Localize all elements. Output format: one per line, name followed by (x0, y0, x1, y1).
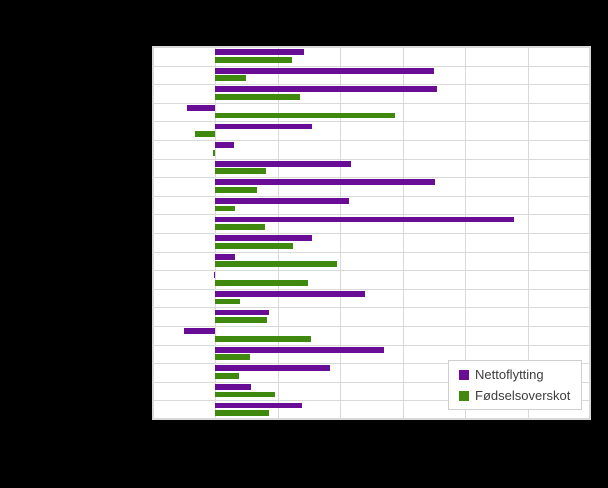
bar-fødselsoverskot-row-14 (215, 298, 241, 305)
bar-nettoflytting-row-8 (215, 179, 436, 186)
bar-fødselsoverskot-row-9 (215, 205, 236, 212)
bar-nettoflytting-row-7 (215, 160, 351, 167)
horizontal-gridline (153, 195, 590, 197)
bar-nettoflytting-row-12 (215, 253, 236, 260)
bar-fødselsoverskot-row-12 (215, 261, 337, 268)
bar-fødselsoverskot-row-3 (215, 93, 300, 100)
horizontal-gridline (153, 344, 590, 346)
bar-nettoflytting-row-16 (183, 328, 216, 334)
horizontal-gridline (153, 47, 590, 48)
bar-fødselsoverskot-row-1 (215, 56, 292, 63)
legend-label-nettoflytting: Nettoflytting (475, 367, 544, 382)
bar-nettoflytting-row-5 (215, 123, 313, 130)
bar-fødselsoverskot-row-11 (215, 242, 294, 249)
bar-fødselsoverskot-row-18 (215, 372, 240, 379)
bar-fødselsoverskot-row-13 (215, 279, 308, 286)
horizontal-gridline (153, 121, 590, 123)
bar-fødselsoverskot-row-5 (195, 131, 216, 137)
bar-fødselsoverskot-row-4 (215, 112, 395, 119)
bar-nettoflytting-row-19 (215, 384, 251, 390)
horizontal-gridline (153, 233, 590, 234)
bar-nettoflytting-row-2 (215, 67, 434, 74)
horizontal-gridline (153, 158, 590, 160)
bar-fødselsoverskot-row-19 (215, 391, 275, 398)
bar-nettoflytting-row-17 (215, 346, 384, 353)
bar-nettoflytting-row-6 (215, 142, 235, 148)
horizontal-gridline (153, 326, 590, 327)
plot-area (152, 46, 591, 420)
legend-item-nettoflytting: Nettoflytting (459, 368, 575, 381)
horizontal-gridline (153, 140, 590, 141)
bar-fødselsoverskot-row-10 (215, 224, 265, 230)
horizontal-gridline (153, 400, 590, 402)
legend: Nettoflytting Fødselsoverskot (448, 360, 582, 410)
bar-fødselsoverskot-row-7 (215, 168, 266, 175)
legend-item-fodselsoverskot: Fødselsoverskot (459, 389, 575, 402)
bar-fødselsoverskot-row-20 (215, 410, 270, 416)
bar-nettoflytting-row-11 (215, 235, 312, 241)
bar-nettoflytting-row-13 (213, 272, 216, 279)
bar-nettoflytting-row-14 (215, 291, 366, 297)
bar-nettoflytting-row-15 (215, 309, 269, 316)
horizontal-gridline (153, 102, 590, 104)
horizontal-gridline (153, 381, 590, 383)
bar-fødselsoverskot-row-6 (212, 149, 216, 156)
legend-swatch-fodselsoverskot-icon (459, 390, 469, 401)
horizontal-gridline (153, 84, 590, 86)
horizontal-gridline (153, 288, 590, 290)
legend-label-fodselsoverskot: Fødselsoverskot (475, 388, 571, 403)
bar-fødselsoverskot-row-15 (215, 317, 268, 323)
bar-nettoflytting-row-18 (215, 365, 330, 372)
bar-nettoflytting-row-4 (187, 105, 216, 111)
bar-nettoflytting-row-10 (215, 216, 515, 223)
horizontal-gridline (153, 251, 590, 253)
bar-nettoflytting-row-9 (215, 198, 350, 204)
bar-nettoflytting-row-1 (215, 49, 305, 55)
legend-swatch-nettoflytting-icon (459, 369, 469, 380)
horizontal-gridline (153, 214, 590, 216)
bar-fødselsoverskot-row-2 (215, 75, 246, 82)
horizontal-gridline (153, 270, 590, 272)
bar-nettoflytting-row-3 (215, 86, 438, 93)
bar-fødselsoverskot-row-16 (215, 335, 311, 342)
horizontal-gridline (153, 177, 590, 179)
horizontal-gridline (153, 418, 590, 419)
bar-fødselsoverskot-row-8 (215, 186, 257, 193)
horizontal-gridline (153, 65, 590, 67)
bar-fødselsoverskot-row-17 (215, 354, 251, 361)
bar-nettoflytting-row-20 (215, 402, 302, 409)
horizontal-gridline (153, 307, 590, 309)
horizontal-gridline (153, 363, 590, 365)
